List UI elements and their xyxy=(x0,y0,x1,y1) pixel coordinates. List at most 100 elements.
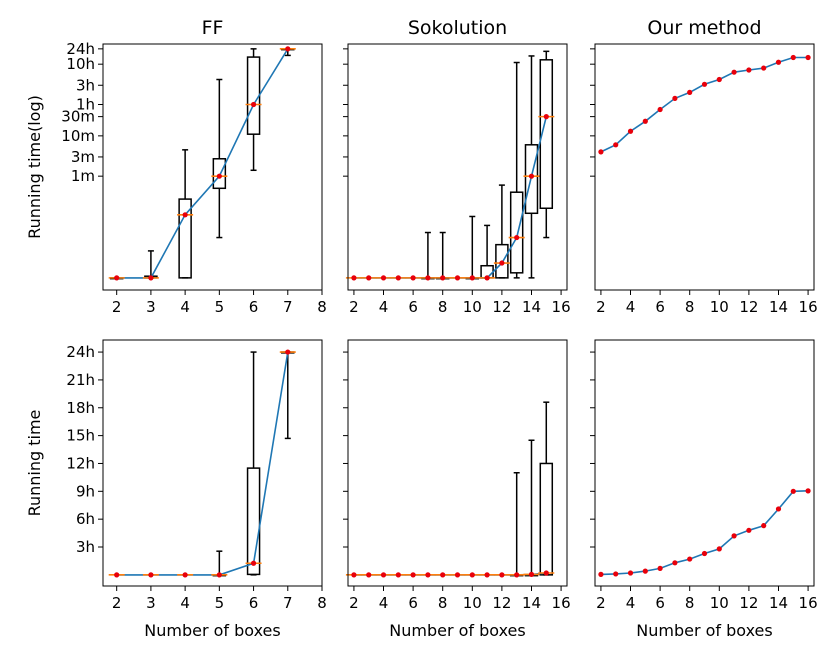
box xyxy=(246,467,261,576)
data-point xyxy=(746,67,752,73)
data-point xyxy=(613,571,619,577)
y-tick-label: 18h xyxy=(66,399,95,417)
y-tick-label: 9h xyxy=(76,482,95,500)
panel-Sokolution-linear xyxy=(343,339,568,591)
x-tick-label: 16 xyxy=(552,298,571,316)
box xyxy=(212,158,227,190)
data-point xyxy=(250,101,257,108)
data-point xyxy=(366,572,372,578)
data-point xyxy=(216,572,222,578)
y-axis-label: Running time xyxy=(25,410,44,517)
y-tick-label: 1h xyxy=(76,95,95,113)
y-tick-label: 12h xyxy=(66,454,95,472)
panel-Sokolution-log xyxy=(343,43,568,295)
x-tick-label: 7 xyxy=(283,594,293,612)
x-axis-label: Number of boxes xyxy=(144,621,280,640)
y-tick-label: 24h xyxy=(66,40,95,58)
data-point xyxy=(410,572,416,578)
data-point xyxy=(627,570,634,576)
data-point xyxy=(148,275,154,281)
box xyxy=(495,243,509,279)
x-tick-label: 12 xyxy=(739,298,758,316)
data-point xyxy=(114,275,120,281)
x-tick-label: 6 xyxy=(249,298,259,316)
data-point xyxy=(687,89,693,95)
data-point xyxy=(543,570,549,576)
y-tick-label: 21h xyxy=(66,371,95,389)
data-point xyxy=(425,572,431,578)
x-tick-label: 10 xyxy=(710,594,729,612)
x-tick-label: 3 xyxy=(146,594,156,612)
y-axis-label: Running time(log) xyxy=(25,95,44,239)
x-tick-label: 14 xyxy=(522,594,541,612)
y-tick-label: 15h xyxy=(66,427,95,445)
x-tick-label: 4 xyxy=(626,594,636,612)
y-tick-label: 24h xyxy=(66,343,95,361)
x-tick-label: 4 xyxy=(180,594,190,612)
axes-frame xyxy=(102,339,323,587)
x-tick-label: 4 xyxy=(180,298,190,316)
x-tick-label: 6 xyxy=(249,594,259,612)
data-point xyxy=(484,275,490,281)
data-point xyxy=(657,565,663,571)
series-line xyxy=(600,490,809,576)
data-point xyxy=(395,572,401,578)
x-tick-label: 7 xyxy=(283,298,293,316)
data-point xyxy=(716,546,722,552)
y-tick-label: 1m xyxy=(71,167,95,185)
data-point xyxy=(454,275,461,281)
y-tick-label: 3m xyxy=(71,148,95,166)
data-point xyxy=(454,572,461,578)
panel-title: Sokolution xyxy=(408,17,507,39)
data-point xyxy=(627,128,634,134)
panel-Ours-log xyxy=(590,43,815,295)
axes-frame xyxy=(347,339,568,587)
box xyxy=(539,462,554,576)
data-point xyxy=(716,76,722,83)
data-point xyxy=(672,95,678,101)
data-point xyxy=(746,527,752,533)
panel-FF-log xyxy=(98,43,323,295)
x-tick-label: 6 xyxy=(655,298,665,316)
x-tick-label: 8 xyxy=(438,298,448,316)
x-tick-label: 4 xyxy=(626,298,636,316)
y-tick-label: 3h xyxy=(76,76,95,94)
data-point xyxy=(380,572,387,578)
x-tick-label: 12 xyxy=(492,298,511,316)
data-point xyxy=(410,275,416,281)
data-point xyxy=(613,142,619,148)
data-point xyxy=(484,572,490,578)
y-tick-label: 30m xyxy=(61,108,95,126)
axes-frame xyxy=(594,339,815,587)
x-tick-label: 5 xyxy=(215,298,225,316)
x-tick-label: 2 xyxy=(349,298,359,316)
panel-FF-linear xyxy=(98,339,323,591)
x-tick-label: 2 xyxy=(596,298,606,316)
y-tick-label: 10m xyxy=(61,127,95,145)
x-tick-label: 8 xyxy=(685,594,695,612)
data-point xyxy=(440,275,446,281)
data-point xyxy=(395,275,401,281)
data-point xyxy=(642,568,648,574)
data-point xyxy=(250,560,257,566)
x-tick-label: 12 xyxy=(492,594,511,612)
panel-title: Our method xyxy=(647,17,761,39)
x-tick-label: 14 xyxy=(769,298,788,316)
x-tick-label: 10 xyxy=(463,298,482,316)
data-point xyxy=(216,173,222,179)
data-point xyxy=(351,572,357,578)
data-point xyxy=(598,149,604,155)
x-tick-label: 8 xyxy=(317,298,327,316)
data-point xyxy=(598,571,604,577)
data-point xyxy=(701,81,708,87)
data-point xyxy=(528,173,535,179)
axes-frame xyxy=(102,43,323,291)
panel-Ours-linear xyxy=(590,339,815,591)
data-point xyxy=(380,275,387,281)
data-point xyxy=(114,572,120,578)
x-tick-label: 6 xyxy=(408,594,418,612)
x-tick-label: 10 xyxy=(710,298,729,316)
x-tick-label: 2 xyxy=(349,594,359,612)
data-point xyxy=(499,572,505,578)
data-point xyxy=(425,275,431,281)
